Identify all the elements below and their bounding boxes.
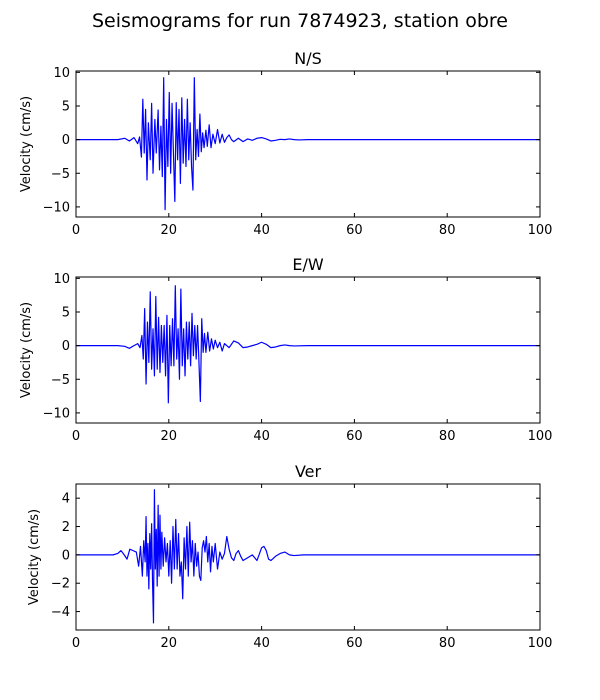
x-tick-label: 40: [253, 636, 270, 651]
x-tick-label: 80: [439, 636, 456, 651]
series-line: [76, 489, 540, 624]
x-tick-label: 100: [528, 636, 553, 651]
x-tick-label: 20: [161, 223, 178, 238]
panel-2: E/W Velocity (cm/s) 0 20 40 60 80 100 10 5 0 −5 −10: [19, 255, 552, 444]
x-tick-label: 20: [161, 636, 178, 651]
x-tick-label: 20: [161, 429, 178, 444]
panel-1: N/S Velocity (cm/s) 0 20 40 60 80 100 10 5 0 −5 −10: [19, 49, 552, 238]
y-tick-label: −5: [51, 373, 70, 388]
x-tick-label: 40: [253, 223, 270, 238]
y-tick-label: 0: [62, 133, 70, 148]
x-tick-label: 80: [439, 429, 456, 444]
figure-title: Seismograms for run 7874923, station obr…: [91, 10, 508, 32]
x-tick-label: 60: [346, 636, 363, 651]
plot-frame: [75, 483, 541, 631]
x-tick-label: 0: [72, 429, 80, 444]
y-tick-label: 0: [62, 339, 70, 354]
series-line: [76, 285, 540, 404]
y-tick-label: −10: [43, 406, 70, 421]
y-tick-label: 4: [62, 492, 70, 507]
y-tick-label: 5: [62, 305, 70, 320]
x-tick-label: 60: [346, 429, 363, 444]
y-tick-label: −5: [51, 167, 70, 182]
y-tick-label: 10: [53, 66, 70, 81]
y-tick-label: −4: [51, 605, 70, 620]
panel-title: N/S: [294, 49, 322, 68]
y-tick-label: −10: [43, 200, 70, 215]
plot-frame: [75, 70, 541, 218]
y-axis-label: Velocity (cm/s): [19, 96, 34, 192]
x-tick-label: 80: [439, 223, 456, 238]
x-tick-label: 0: [72, 223, 80, 238]
y-axis-label: Velocity (cm/s): [27, 509, 42, 605]
panel-title: Ver: [295, 462, 322, 481]
y-tick-label: −2: [51, 577, 70, 592]
x-tick-label: 40: [253, 429, 270, 444]
y-tick-label: 2: [62, 520, 70, 535]
y-tick-label: 10: [53, 272, 70, 287]
y-axis-label: Velocity (cm/s): [19, 302, 34, 398]
y-tick-label: 0: [62, 548, 70, 563]
plot-frame: [75, 276, 541, 424]
x-tick-label: 100: [528, 223, 553, 238]
series-line: [76, 77, 540, 211]
panel-title: E/W: [292, 255, 324, 274]
x-tick-label: 60: [346, 223, 363, 238]
x-tick-label: 0: [72, 636, 80, 651]
x-tick-label: 100: [528, 429, 553, 444]
y-tick-label: 5: [62, 99, 70, 114]
